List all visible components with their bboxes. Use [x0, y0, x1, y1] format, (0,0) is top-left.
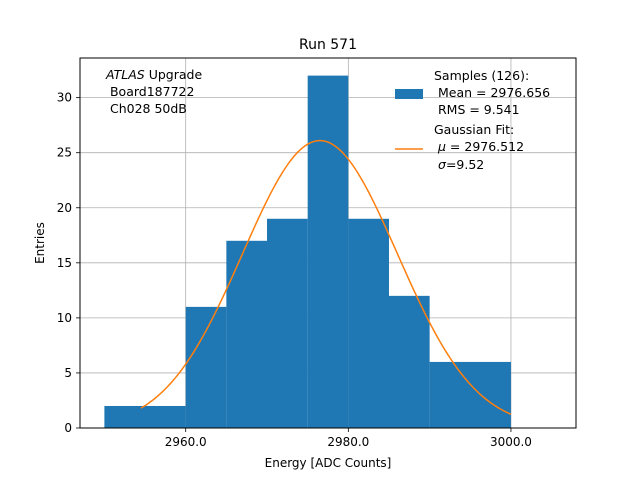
x-tick-label-0: 2960.0 — [165, 435, 207, 449]
legend-mu-value: = 2976.512 — [446, 139, 524, 154]
annotation-line-2: Board187722 — [106, 84, 194, 99]
annotation-upgrade: Upgrade — [145, 67, 203, 82]
legend-mu-symbol: μ — [437, 139, 446, 154]
histogram-bars — [104, 75, 511, 428]
histogram-bar-5 — [348, 218, 389, 428]
histogram-bar-6 — [388, 295, 430, 428]
y-tick-label-2: 10 — [57, 311, 72, 325]
histogram-bar-0 — [104, 405, 186, 428]
annotation-atlas-italic: ATLAS — [105, 67, 145, 82]
annotation-line-3: Ch028 50dB — [106, 101, 187, 116]
plot-frame — [79, 57, 577, 429]
x-tick-label-2: 3000.0 — [490, 435, 532, 449]
y-tick-label-4: 20 — [57, 201, 72, 215]
y-axis-ticks: 0 5 10 15 20 25 30 — [57, 91, 80, 435]
y-tick-label-1: 5 — [64, 366, 72, 380]
annotation-line-1: ATLAS Upgrade — [105, 67, 202, 82]
x-tick-label-1: 2980.0 — [327, 435, 369, 449]
histogram-bar-3 — [267, 218, 308, 428]
legend-samples-line-1: Samples (126): — [434, 68, 529, 83]
gaussian-fit-curve — [140, 139, 512, 415]
x-axis-ticks: 2960.0 2980.0 3000.0 — [165, 428, 532, 449]
histogram-bar-1 — [185, 306, 227, 428]
histogram-bar-4 — [307, 75, 349, 428]
legend-samples-line-3: RMS = 9.541 — [434, 102, 520, 117]
legend-samples-line-2: Mean = 2976.656 — [434, 85, 550, 100]
histogram-bar-2 — [226, 240, 268, 428]
legend: Samples (126): Mean = 2976.656 RMS = 9.5… — [395, 68, 550, 172]
legend-fit-line-1: Gaussian Fit: — [434, 122, 514, 137]
histogram-bar-7 — [429, 361, 511, 428]
y-axis-label: Entries — [33, 222, 47, 264]
x-axis-label: Energy [ADC Counts] — [265, 456, 392, 470]
legend-sigma-value: =9.52 — [446, 157, 484, 172]
legend-fit-line-2: μ = 2976.512 — [437, 139, 524, 154]
y-tick-label-0: 0 — [64, 421, 72, 435]
y-tick-label-3: 15 — [57, 256, 72, 270]
atlas-annotation: ATLAS Upgrade Board187722 Ch028 50dB — [105, 67, 202, 116]
chart-title: Run 571 — [299, 37, 357, 53]
legend-sigma-symbol: σ — [438, 157, 447, 172]
legend-samples-swatch — [395, 89, 423, 99]
y-tick-label-5: 25 — [57, 146, 72, 160]
legend-fit-line-3: σ=9.52 — [438, 157, 484, 172]
y-tick-label-6: 30 — [57, 91, 72, 105]
